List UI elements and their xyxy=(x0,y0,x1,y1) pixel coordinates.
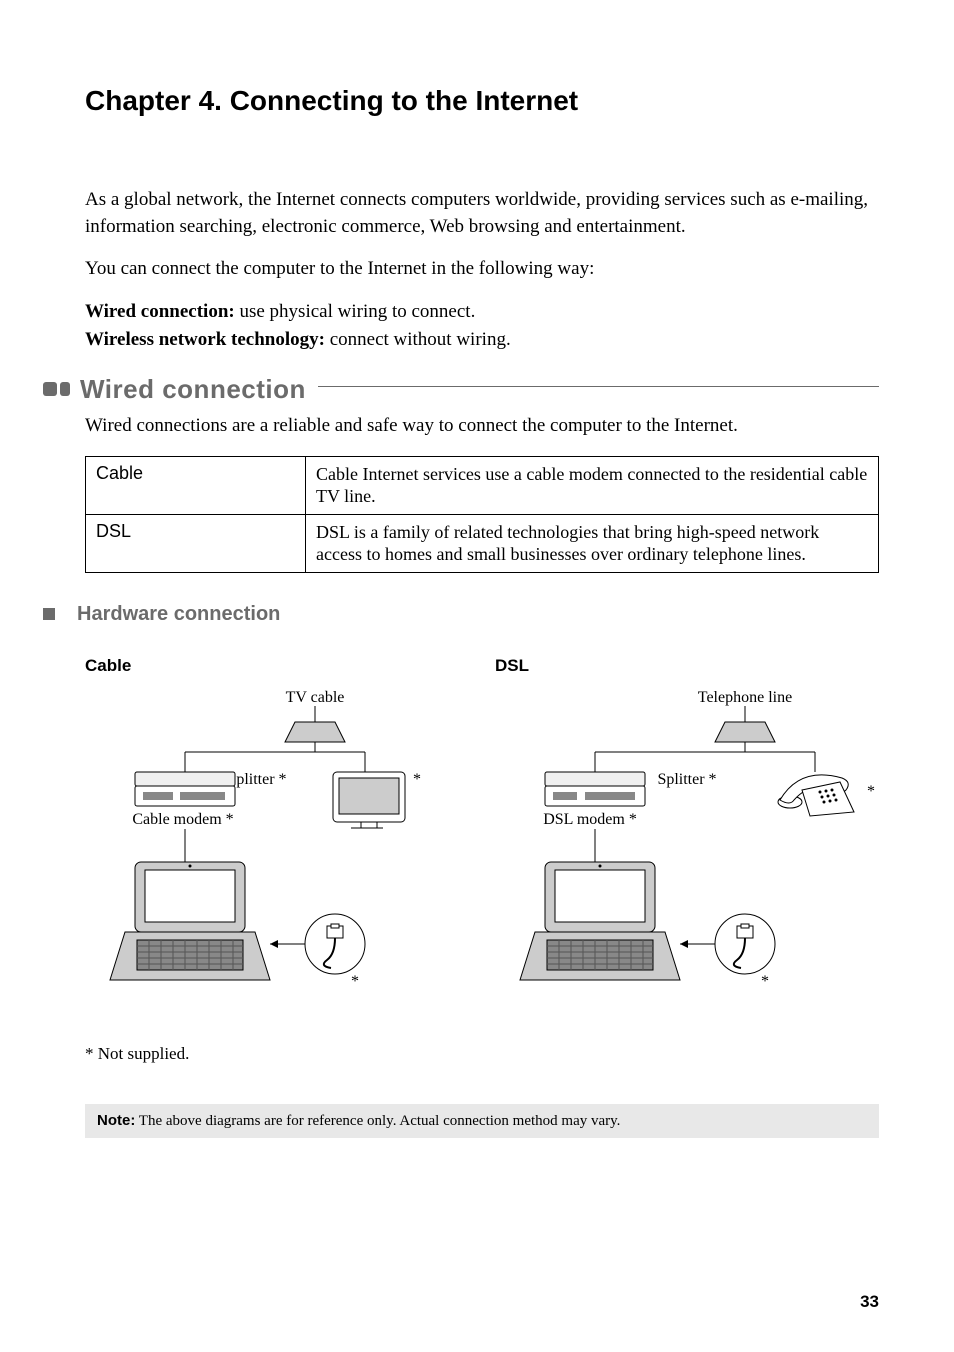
svg-text:TV cable: TV cable xyxy=(286,689,345,706)
table-cell-desc: Cable Internet services use a cable mode… xyxy=(306,456,879,514)
svg-text:Splitter *: Splitter * xyxy=(657,771,716,788)
svg-text:Splitter *: Splitter * xyxy=(227,771,286,788)
subsection-title: Hardware connection xyxy=(77,603,280,626)
section-rule xyxy=(318,386,879,387)
note-box: Note: The above diagrams are for referen… xyxy=(85,1104,879,1138)
intro-paragraph-1: As a global network, the Internet connec… xyxy=(85,187,879,240)
page-number: 33 xyxy=(860,1292,879,1312)
section-bullets-icon xyxy=(43,382,70,396)
diagram-cable-title: Cable xyxy=(85,656,455,676)
svg-text:DSL modem *: DSL modem * xyxy=(543,811,637,828)
intro-paragraph-2: You can connect the computer to the Inte… xyxy=(85,256,879,283)
table-row: Cable Cable Internet services use a cabl… xyxy=(86,456,879,514)
footnote-not-supplied: * Not supplied. xyxy=(85,1044,879,1064)
svg-text:*: * xyxy=(351,973,359,990)
diagrams-row: Cable TV cable Splitter * Cable modem * xyxy=(85,656,879,1024)
section-title-wired: Wired connection xyxy=(80,374,306,405)
svg-text:*: * xyxy=(761,973,769,990)
diagram-dsl: DSL Telephone line Splitter * DSL modem … xyxy=(495,656,895,1024)
svg-text:*: * xyxy=(867,783,875,800)
diagram-dsl-title: DSL xyxy=(495,656,895,676)
wireless-label: Wireless network technology: xyxy=(85,329,325,350)
section-wired-intro: Wired connections are a reliable and saf… xyxy=(85,413,879,440)
note-text: The above diagrams are for reference onl… xyxy=(135,1113,620,1129)
diagram-cable-svg: TV cable Splitter * Cable modem * * xyxy=(85,684,455,1024)
intro-wired-line: Wired connection: use physical wiring to… xyxy=(85,299,879,326)
diagram-dsl-svg: Telephone line Splitter * DSL modem * xyxy=(495,684,895,1024)
chapter-title: Chapter 4. Connecting to the Internet xyxy=(85,85,879,117)
note-label: Note: xyxy=(97,1112,135,1129)
section-header-wired: Wired connection xyxy=(43,374,879,405)
subsection-header-hardware: Hardware connection xyxy=(43,603,879,626)
wired-label: Wired connection: xyxy=(85,301,235,322)
connection-types-table: Cable Cable Internet services use a cabl… xyxy=(85,456,879,573)
square-bullet-icon xyxy=(43,608,55,620)
svg-text:*: * xyxy=(413,771,421,788)
svg-text:Cable modem *: Cable modem * xyxy=(132,811,233,828)
svg-text:Telephone line: Telephone line xyxy=(698,689,792,706)
intro-wireless-line: Wireless network technology: connect wit… xyxy=(85,327,879,354)
wireless-desc: connect without wiring. xyxy=(325,329,511,350)
table-cell-name: Cable xyxy=(86,456,306,514)
wired-desc: use physical wiring to connect. xyxy=(235,301,476,322)
table-cell-desc: DSL is a family of related technologies … xyxy=(306,514,879,572)
table-cell-name: DSL xyxy=(86,514,306,572)
table-row: DSL DSL is a family of related technolog… xyxy=(86,514,879,572)
diagram-cable: Cable TV cable Splitter * Cable modem * xyxy=(85,656,455,1024)
